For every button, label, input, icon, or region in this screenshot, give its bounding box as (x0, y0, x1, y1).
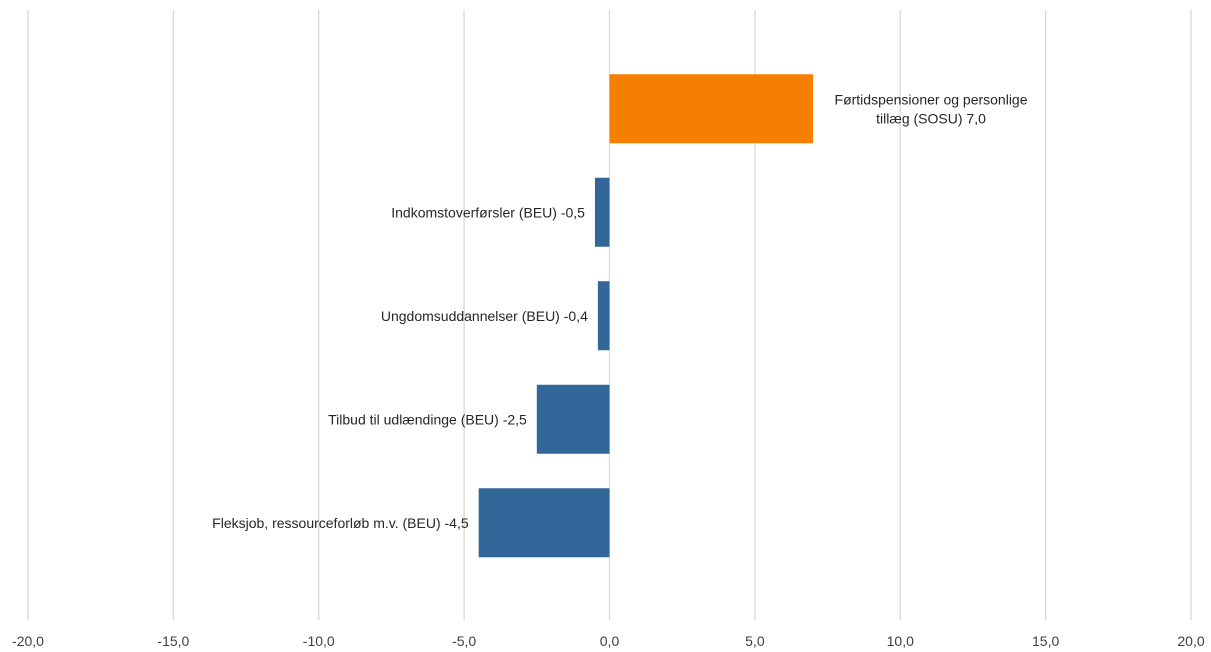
x-tick-label: 20,0 (1177, 633, 1204, 649)
x-tick-label: 0,0 (600, 633, 620, 649)
data-label: Ungdomsuddannelser (BEU) -0,4 (381, 308, 588, 324)
bar (594, 177, 610, 247)
data-label: Tilbud til udlændinge (BEU) -2,5 (328, 411, 527, 427)
x-tick-label: 10,0 (887, 633, 914, 649)
x-tick-label: -5,0 (452, 633, 476, 649)
bar-label-layer: Førtidspensioner og personlige tillæg (SO… (212, 91, 1028, 531)
bar (478, 488, 610, 558)
data-label: Førtidspensioner og personlige tillæg (SO… (835, 91, 1028, 126)
bar (597, 281, 610, 351)
bar-layer (478, 74, 814, 558)
data-label: Fleksjob, ressourceforløb m.v. (BEU) -4,… (212, 515, 469, 531)
bar (536, 384, 610, 454)
bar (609, 74, 814, 144)
x-tick-label: 5,0 (745, 633, 765, 649)
x-tick-label: -20,0 (12, 633, 44, 649)
x-tick-label: -15,0 (157, 633, 189, 649)
x-tick-label: -10,0 (303, 633, 335, 649)
x-axis: -20,0 -15,0 -10,0 -5,0 0,0 5,0 10,0 15,0 20,0 (12, 633, 1205, 649)
data-label: Indkomstoverførsler (BEU) -0,5 (391, 204, 585, 220)
x-tick-label: 15,0 (1032, 633, 1059, 649)
